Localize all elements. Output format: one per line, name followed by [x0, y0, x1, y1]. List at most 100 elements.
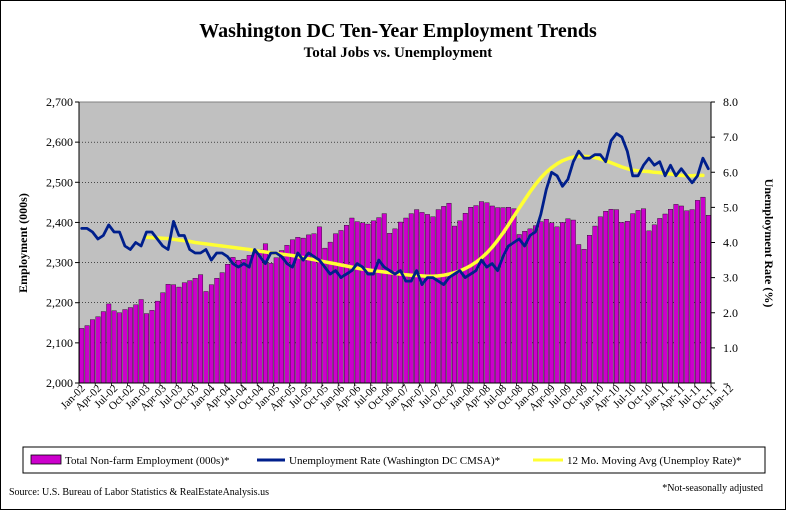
- employment-bar: [273, 257, 279, 384]
- employment-bar: [452, 225, 457, 384]
- employment-bar: [392, 228, 398, 384]
- employment-bar: [705, 215, 711, 384]
- employment-bar: [360, 222, 366, 384]
- employment-bar: [533, 225, 538, 384]
- employment-bar: [468, 206, 474, 384]
- left-tick-label: 2,000: [46, 376, 73, 390]
- employment-bar: [565, 218, 571, 384]
- employment-bar: [587, 235, 592, 384]
- right-tick-label: 8.0: [723, 95, 738, 109]
- employment-bar: [592, 225, 598, 384]
- employment-bar: [268, 263, 274, 384]
- employment-bar: [414, 209, 420, 384]
- employment-bar: [603, 211, 609, 384]
- employment-bar: [430, 216, 436, 384]
- left-tick-label: 2,300: [46, 256, 73, 270]
- employment-bar: [198, 274, 204, 384]
- adjustment-note: *Not-seasonally adjusted: [662, 483, 763, 494]
- employment-bar: [230, 257, 236, 384]
- legend-label-employment: Total Non-farm Employment (000s)*: [65, 455, 230, 467]
- employment-bar: [203, 291, 209, 384]
- employment-bar: [149, 310, 155, 384]
- left-tick-label: 2,200: [46, 296, 73, 310]
- employment-bar: [122, 309, 128, 384]
- employment-bar: [111, 310, 117, 384]
- employment-bar: [381, 213, 387, 384]
- employment-bar: [349, 217, 355, 384]
- employment-bar: [154, 300, 160, 384]
- right-tick-label: -: [723, 376, 727, 390]
- employment-bar: [246, 255, 252, 384]
- employment-bar: [516, 234, 522, 384]
- employment-bar: [106, 303, 112, 384]
- employment-bar: [506, 206, 511, 384]
- employment-bar: [662, 213, 668, 384]
- employment-bar: [527, 228, 533, 384]
- right-tick-label: 5.0: [723, 200, 738, 214]
- employment-bar: [651, 224, 657, 384]
- right-tick-label: 2.0: [723, 306, 738, 320]
- employment-bar: [484, 202, 490, 384]
- employment-bar: [160, 292, 166, 384]
- employment-bar: [371, 220, 376, 384]
- chart-subtitle: Total Jobs vs. Unemployment: [304, 45, 493, 61]
- employment-bar: [479, 201, 484, 384]
- employment-bar: [495, 207, 501, 384]
- employment-bar: [79, 328, 85, 384]
- employment-bar: [581, 249, 587, 384]
- employment-bar: [554, 226, 560, 384]
- employment-bar: [678, 205, 684, 384]
- employment-bar: [419, 212, 425, 384]
- left-axis-ticks: 2,000 2,100 2,200 2,300 2,400 2,500 2,600 2,700: [46, 95, 79, 390]
- x-axis-ticks: Jan-02Apr-02Jul-02Oct-02Jan-03Apr-03Jul-…: [59, 382, 736, 413]
- employment-bar: [257, 249, 263, 384]
- employment-bar: [695, 200, 700, 384]
- employment-bar: [543, 219, 549, 384]
- left-tick-label: 2,600: [46, 135, 73, 149]
- employment-bar: [646, 230, 652, 384]
- employment-bar: [608, 209, 614, 384]
- legend-label-unemployment: Unemployment Rate (Washington DC CMSA)*: [289, 455, 500, 467]
- employment-bar: [630, 213, 636, 384]
- employment-bar: [176, 286, 182, 384]
- employment-bar: [241, 259, 247, 384]
- employment-bar: [425, 214, 430, 384]
- employment-bar: [208, 284, 214, 384]
- left-tick-label: 2,500: [46, 175, 73, 189]
- employment-bar: [511, 208, 517, 384]
- employment-bar: [489, 205, 495, 384]
- employment-bar: [387, 233, 393, 384]
- left-tick-label: 2,400: [46, 215, 73, 229]
- employment-bar: [187, 280, 193, 384]
- unemployment-lines: [80, 132, 710, 287]
- employment-bar: [117, 312, 122, 384]
- employment-bar: [95, 316, 101, 384]
- employment-bar: [522, 231, 528, 384]
- employment-bar: [700, 196, 706, 384]
- employment-bar: [668, 209, 673, 384]
- employment-bar: [181, 282, 187, 384]
- employment-bar: [144, 313, 149, 384]
- legend-label-moving-avg: 12 Mo. Moving Avg (Unemploy Rate)*: [567, 455, 742, 467]
- employment-bar: [192, 278, 198, 384]
- employment-bar: [365, 223, 371, 384]
- employment-bar: [344, 225, 349, 384]
- employment-bar: [473, 205, 479, 384]
- right-tick-label: 3.0: [723, 271, 738, 285]
- employment-bar: [398, 221, 403, 384]
- right-axis-ticks: - 1.0 2.0 3.0 4.0 5.0 6.0 7.0 8.0: [711, 95, 738, 390]
- employment-bar: [435, 209, 441, 384]
- employment-bar: [214, 278, 220, 384]
- employment-bar: [252, 252, 258, 384]
- employment-bar: [624, 221, 630, 384]
- employment-bar: [84, 325, 90, 384]
- employment-bar: [635, 210, 641, 384]
- employment-bar: [673, 204, 679, 384]
- y-axis-left-label: Employment (000s): [16, 193, 30, 293]
- employment-bar: [338, 230, 344, 384]
- right-tick-label: 6.0: [723, 165, 738, 179]
- employment-bar: [171, 284, 177, 384]
- employment-bar: [138, 299, 144, 384]
- employment-bar: [689, 209, 695, 384]
- employment-bar: [403, 217, 409, 384]
